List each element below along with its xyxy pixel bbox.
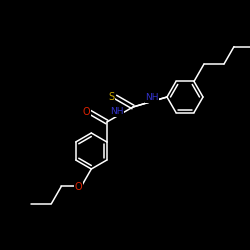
Text: O: O (74, 182, 82, 192)
Text: O: O (83, 107, 90, 117)
Text: S: S (108, 92, 115, 102)
Text: NH: NH (145, 94, 159, 102)
Text: NH: NH (110, 107, 124, 116)
